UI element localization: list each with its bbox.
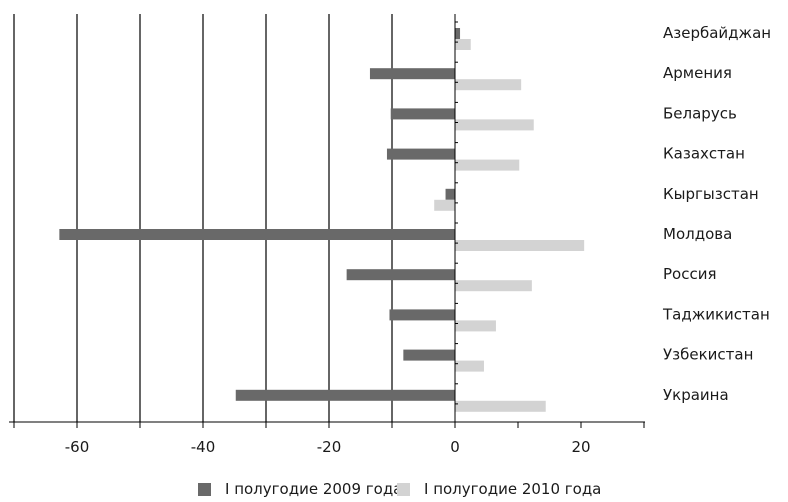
category-label: Россия: [663, 265, 717, 283]
legend-label-2010: I полугодие 2010 года: [424, 480, 602, 498]
category-labels: Азербайджан Армения Беларусь Казахстан Кыргы…: [662, 24, 771, 404]
legend-swatch-2009: [198, 482, 211, 496]
category-label: Кыргызстан: [663, 185, 759, 203]
legend-label-2009: I полугодие 2009 года: [225, 480, 403, 498]
bars: [59, 28, 585, 412]
x-tick-label: 20: [571, 438, 590, 456]
legend-item-2010: I полугодие 2010 года: [397, 480, 601, 498]
bar-2010-9: [455, 400, 546, 412]
x-tick-label: 0: [450, 438, 460, 456]
bar-2009-4: [445, 188, 455, 200]
bar-2009-8: [403, 349, 455, 361]
x-tick-label: -60: [65, 438, 90, 456]
bar-2010-2: [455, 119, 534, 131]
bar-2010-5: [455, 240, 585, 251]
legend-item-2009: I полугодие 2009 года: [198, 480, 402, 498]
bar-2009-3: [386, 148, 455, 160]
bar-2010-0: [455, 39, 471, 50]
category-label: Беларусь: [663, 104, 737, 122]
bar-2009-5: [59, 229, 456, 240]
bar-2009-7: [389, 309, 455, 321]
x-tick-labels: -60 -40 -20 0 20: [65, 438, 591, 456]
bar-2009-1: [369, 68, 455, 80]
x-tick-label: -20: [317, 438, 342, 456]
axes: [9, 14, 645, 428]
category-label: Таджикистан: [662, 305, 770, 323]
category-label: Молдова: [663, 225, 732, 243]
bar-2010-3: [455, 159, 520, 171]
bar-2010-4: [434, 199, 455, 211]
category-label: Украина: [663, 386, 729, 404]
category-label: Азербайджан: [663, 24, 771, 42]
category-label: Казахстан: [663, 145, 745, 163]
category-label: Армения: [663, 64, 732, 82]
bar-2010-1: [455, 79, 522, 91]
legend: I полугодие 2009 года I полугодие 2010 г…: [0, 480, 788, 502]
bar-2009-0: [455, 28, 461, 39]
x-tick-label: -40: [191, 438, 216, 456]
gridlines: [13, 14, 393, 422]
bar-2009-9: [235, 389, 455, 401]
bar-2009-6: [346, 269, 455, 281]
legend-swatch-2010: [397, 482, 410, 496]
bar-2010-6: [455, 280, 532, 292]
category-label: Узбекистан: [663, 346, 753, 364]
bar-2010-7: [455, 320, 496, 332]
bar-2010-8: [455, 360, 484, 372]
bar-2009-2: [390, 108, 455, 120]
